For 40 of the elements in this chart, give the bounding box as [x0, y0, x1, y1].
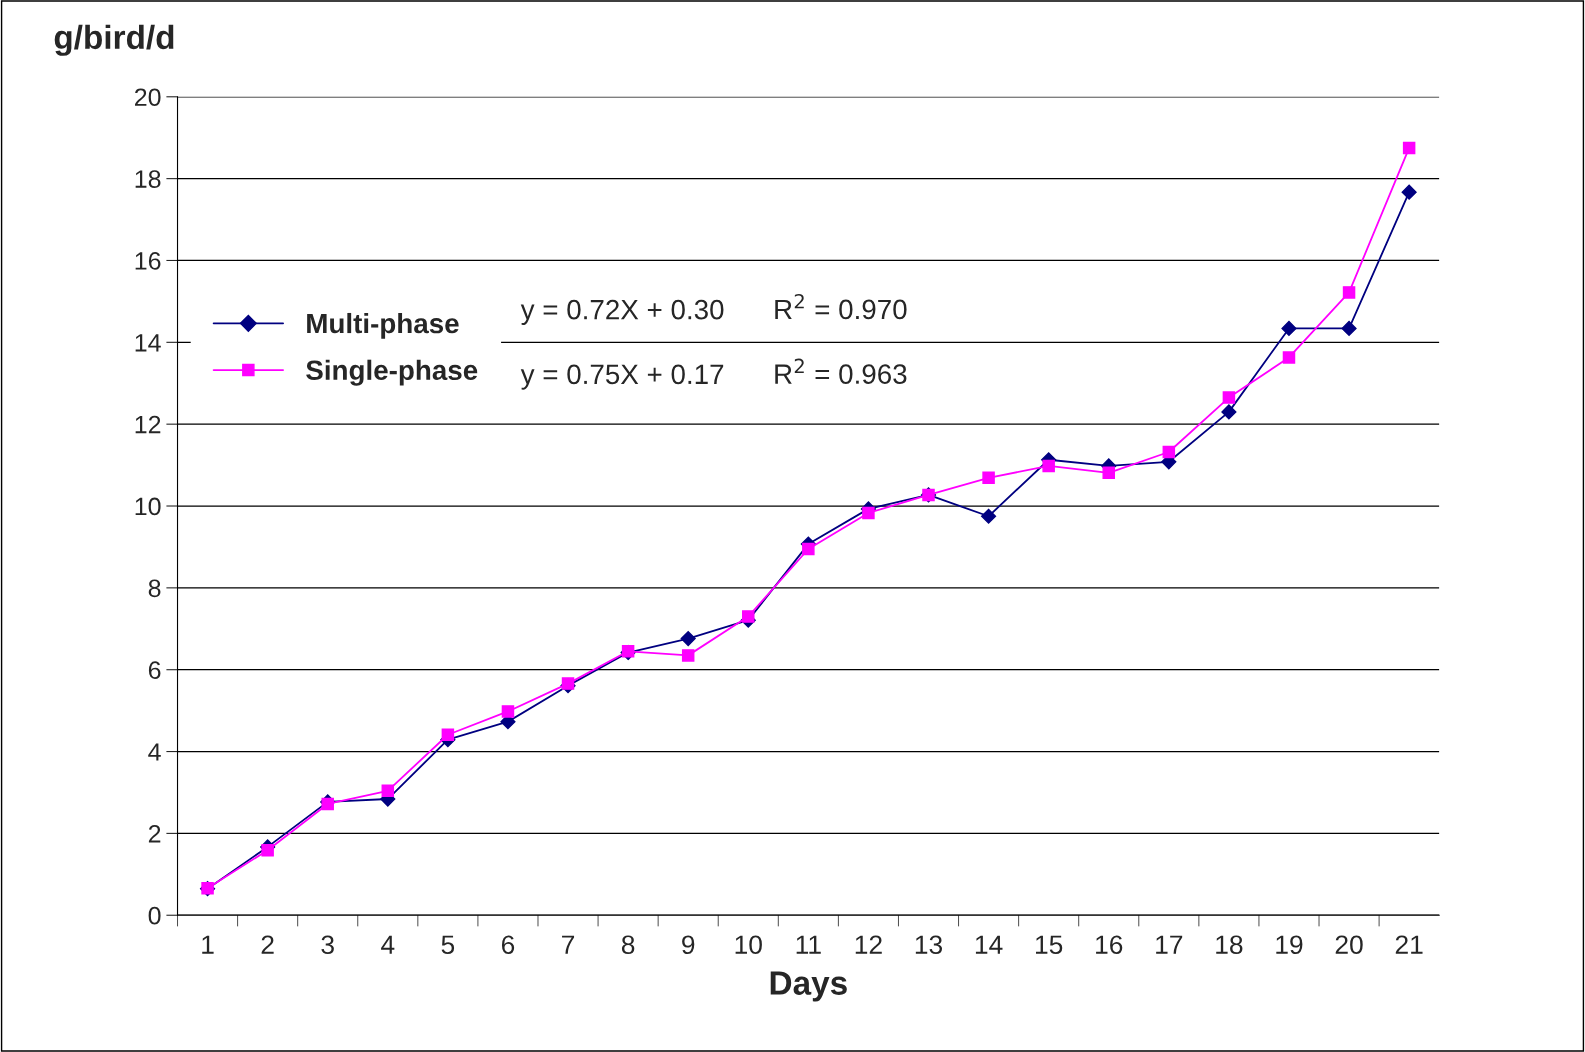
y-axis-title: g/bird/d	[54, 24, 174, 56]
x-tick-label: 2	[261, 935, 274, 954]
x-tick-label: 11	[796, 935, 821, 954]
x-tick-label: 10	[735, 935, 762, 955]
x-tick-label: 5	[441, 935, 455, 955]
x-tick-label: 7	[562, 935, 575, 954]
x-tick-label: 13	[915, 935, 943, 955]
legend-label: Multi-phase	[307, 312, 459, 339]
x-tick-label: 3	[321, 935, 334, 955]
y-tick-label: 2	[148, 825, 161, 843]
y-tick-label: 12	[135, 415, 161, 434]
y-tick-label: 14	[135, 334, 161, 352]
annotation: y = 0.72X + 0.30	[520, 299, 724, 325]
x-tick-label: 18	[1216, 935, 1243, 955]
y-tick-label: 20	[135, 88, 161, 107]
y-tick-label: 10	[135, 497, 161, 516]
y-tick-label: 4	[148, 743, 161, 761]
annotation: R$^{2}$ = 0.963	[775, 358, 907, 384]
x-tick-label: 21	[1395, 935, 1423, 954]
x-tick-label: 20	[1335, 935, 1363, 955]
annotation: y = 0.75X + 0.17	[520, 364, 724, 390]
x-tick-label: 19	[1276, 935, 1303, 955]
x-tick-label: 14	[975, 935, 1003, 954]
y-tick-label: 0	[148, 906, 161, 925]
x-tick-label: 4	[381, 935, 395, 954]
x-tick-label: 12	[855, 935, 882, 954]
y-tick-label: 18	[135, 170, 161, 188]
x-tick-label: 1	[202, 935, 214, 954]
legend-label: Single-phase	[306, 359, 478, 386]
x-tick-label: 17	[1156, 935, 1183, 954]
x-tick-label: 6	[501, 935, 515, 955]
y-tick-label: 16	[135, 252, 161, 270]
y-tick-label: 8	[148, 579, 161, 598]
annotation: R$^{2}$ = 0.970	[775, 293, 907, 320]
x-tick-label: 15	[1036, 935, 1063, 955]
y-tick-label: 6	[148, 661, 161, 680]
x-tick-label: 8	[621, 935, 635, 955]
x-tick-label: 16	[1096, 935, 1123, 955]
x-tick-label: 9	[682, 935, 695, 955]
x-axis-title: Days	[770, 971, 847, 1002]
